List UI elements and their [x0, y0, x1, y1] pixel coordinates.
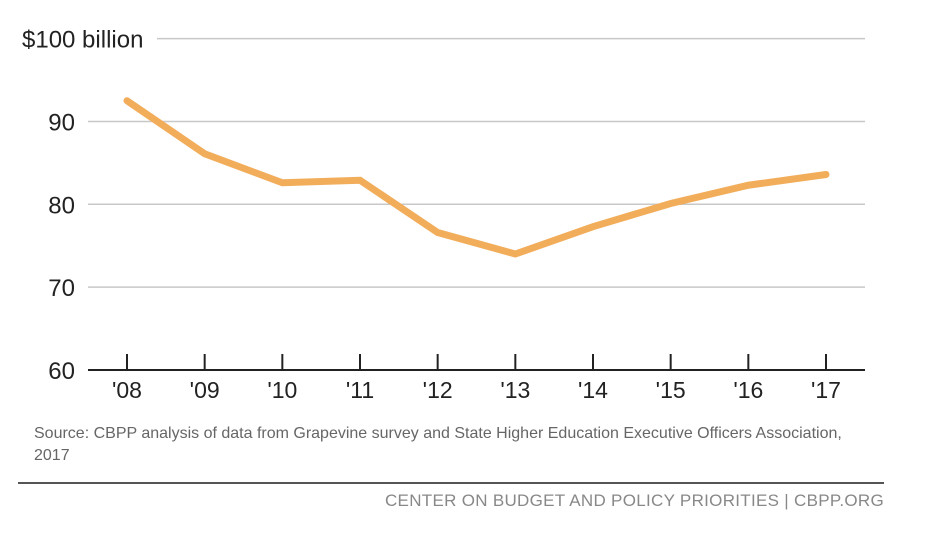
y-tick-label: 70 [48, 275, 75, 302]
x-tick-label: '17 [811, 377, 841, 403]
line-chart: 60 70 80 90 $100 billion '08 '09 '10 '11 '12 '13 '1… [22, 27, 865, 403]
series-line [123, 97, 830, 258]
y-tick-label: 60 [48, 358, 75, 385]
x-tick-label: '14 [578, 377, 608, 403]
x-tick-label: '15 [656, 377, 686, 403]
divider [18, 482, 884, 484]
source-note: Source: CBPP analysis of data from Grape… [34, 425, 842, 464]
x-tick-label: '13 [500, 377, 530, 403]
x-tick-label: '11 [346, 377, 374, 403]
x-tick-label: '16 [733, 377, 763, 403]
x-tick-label: '12 [423, 377, 453, 403]
footer-credit: CENTER ON BUDGET AND POLICY PRIORITIES |… [384, 491, 884, 510]
x-tick-label: '09 [190, 377, 220, 403]
y-tick-label: 90 [48, 109, 75, 136]
x-tick-label: '08 [112, 377, 142, 403]
y-tick-label: $100 billion [22, 27, 143, 54]
x-tick-label: '10 [267, 377, 297, 403]
y-tick-label: 80 [48, 192, 75, 219]
